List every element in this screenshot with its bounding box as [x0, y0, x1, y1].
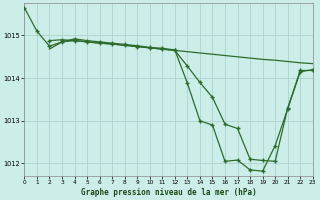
- X-axis label: Graphe pression niveau de la mer (hPa): Graphe pression niveau de la mer (hPa): [81, 188, 256, 197]
